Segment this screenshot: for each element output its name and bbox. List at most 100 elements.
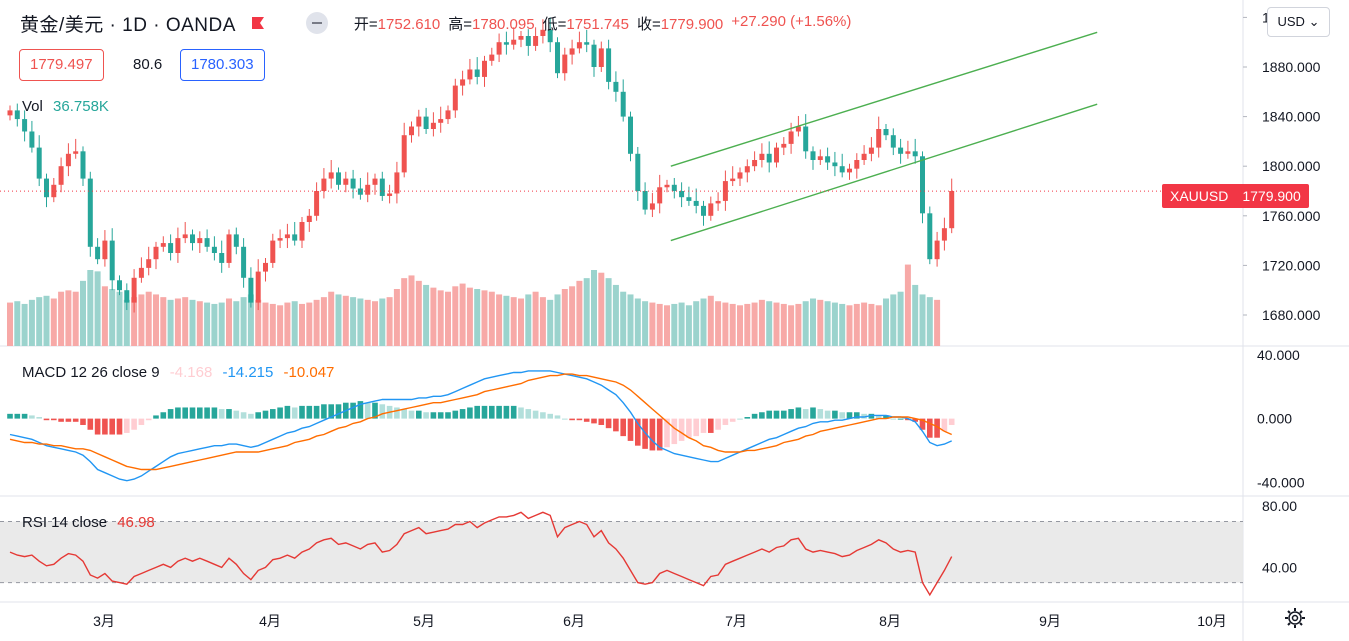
sell-price-button[interactable]: 1779.497 — [19, 49, 104, 81]
currency-dropdown[interactable]: USD ⌄ — [1267, 7, 1330, 37]
macd-histogram-bar — [489, 405, 495, 419]
gear-icon[interactable] — [1284, 607, 1306, 629]
candle-body — [102, 240, 108, 260]
candle — [671, 177, 677, 199]
macd-histogram-bar — [722, 418, 729, 425]
volume-bar — [131, 297, 138, 346]
candle — [460, 70, 466, 96]
candle-body — [387, 193, 393, 196]
volume-bar — [671, 303, 678, 346]
candle — [343, 171, 349, 193]
low-readout: 低=1751.745 — [542, 15, 629, 33]
candle — [679, 182, 685, 208]
last-price-value: 1779.900 — [1242, 188, 1301, 204]
candle-body — [657, 187, 663, 204]
candle-body — [766, 153, 772, 163]
macd-histogram-bar — [306, 405, 313, 419]
volume-bar — [459, 283, 466, 346]
macd-histogram-bar — [445, 412, 451, 419]
macd-histogram-bar — [941, 418, 948, 432]
macd-histogram-bar — [109, 418, 115, 435]
macd-histogram-bar — [700, 418, 707, 433]
candle-body — [350, 178, 356, 189]
last-price-label: XAUUSD 1779.900 — [1162, 184, 1309, 208]
candle — [941, 217, 947, 251]
volume-legend[interactable]: Vol 36.758K — [22, 98, 115, 115]
candle-body — [890, 135, 896, 148]
volume-bar — [532, 291, 539, 346]
volume-bar — [539, 297, 546, 346]
candle — [416, 109, 422, 137]
hide-indicators-icon[interactable] — [305, 12, 328, 34]
candle — [233, 227, 239, 255]
volume-bar — [722, 302, 729, 346]
volume-bar — [729, 303, 736, 346]
volume-bar — [904, 264, 911, 346]
rsi-legend[interactable]: RSI 14 close 46.98 — [22, 514, 161, 531]
candle-body — [190, 234, 195, 244]
volume-bar — [919, 294, 926, 346]
macd-histogram-bar — [43, 418, 50, 421]
flag-icon[interactable] — [250, 16, 266, 30]
volume-bar — [664, 305, 670, 346]
macd-signal-line — [9, 373, 952, 471]
candle — [730, 166, 736, 187]
candle-body — [197, 238, 203, 244]
macd-histogram-bar — [562, 418, 568, 420]
candle-body — [693, 200, 699, 206]
rsi-line — [9, 511, 953, 597]
candle-body — [606, 48, 612, 82]
macd-histogram-bar — [145, 418, 152, 421]
volume-bar — [693, 301, 700, 346]
candle — [744, 159, 750, 183]
candle-body — [270, 240, 276, 263]
candle-body — [547, 29, 553, 43]
candle-body — [613, 81, 619, 92]
candle — [511, 27, 517, 50]
candle — [540, 19, 546, 44]
candle-body — [744, 166, 750, 173]
volume-bar — [810, 298, 816, 346]
candle-body — [416, 116, 422, 127]
buy-price-button[interactable]: 1780.303 — [180, 49, 265, 81]
candle — [270, 233, 276, 268]
candle-body — [292, 234, 298, 241]
channel-line — [670, 31, 1098, 167]
candle-body — [124, 290, 130, 303]
macd-legend[interactable]: MACD 12 26 close 9 -4.168 -14.215 -10.04… — [22, 364, 340, 381]
candle — [372, 173, 378, 195]
candle — [642, 182, 648, 215]
candle-body — [525, 36, 531, 46]
volume-bar — [503, 295, 510, 346]
volume-bar — [853, 303, 860, 346]
candle-body — [941, 228, 947, 241]
candle — [496, 33, 502, 63]
volume-bar — [897, 291, 904, 346]
candle — [708, 196, 714, 221]
macd-histogram-bar — [72, 418, 79, 422]
macd-histogram-bar — [591, 418, 597, 424]
candle-body — [781, 143, 787, 148]
time-tick-label: 8月 — [879, 613, 901, 629]
volume-bar — [423, 284, 430, 346]
candle-body — [774, 147, 779, 163]
rsi-legend-title: RSI 14 close — [22, 514, 108, 531]
candle — [211, 236, 217, 261]
candle — [65, 143, 71, 177]
candle-body — [445, 110, 451, 120]
candle-body — [642, 191, 648, 210]
candle — [22, 110, 28, 142]
volume-bar — [350, 297, 357, 346]
candle — [452, 78, 458, 118]
volume-bar — [883, 298, 889, 346]
macd-histogram-bar — [824, 410, 831, 419]
symbol-title[interactable]: 黄金/美元 · 1D · OANDA — [20, 14, 236, 36]
candle-body — [109, 240, 115, 281]
macd-histogram-bar — [189, 407, 196, 419]
volume-bar — [861, 302, 868, 346]
macd-legend-title: MACD 12 26 close 9 — [22, 364, 160, 381]
volume-bar — [839, 303, 846, 346]
macd-histogram-bar — [540, 412, 546, 419]
candle — [438, 106, 444, 133]
